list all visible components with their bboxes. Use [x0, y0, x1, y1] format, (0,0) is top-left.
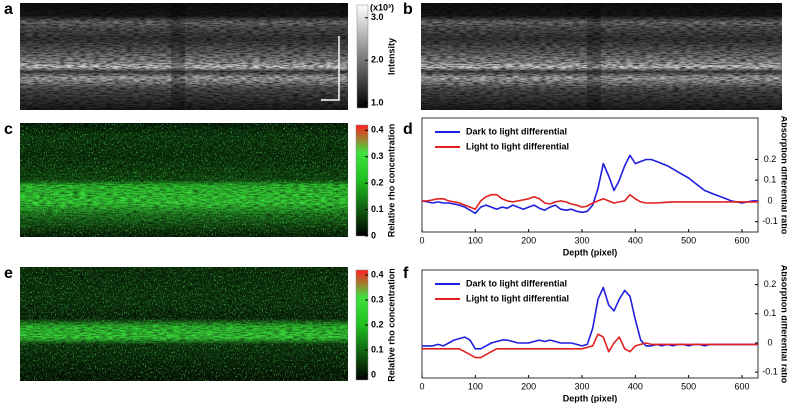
- x-tick-label: 600: [734, 235, 749, 245]
- x-tick-label: 400: [628, 235, 643, 245]
- x-tick-label: 0: [419, 235, 424, 245]
- x-tick-label: 500: [681, 381, 696, 391]
- plot-frame: [421, 117, 759, 233]
- x-tick-label: 600: [734, 381, 749, 391]
- series-line: [422, 333, 758, 359]
- colorbar-tick-label: 0: [371, 230, 376, 240]
- x-tick-label: 200: [521, 235, 536, 245]
- panel-label: b: [403, 1, 413, 18]
- x-tick-label: 300: [574, 381, 589, 391]
- colorbar-tick-label: 2.0: [371, 55, 384, 65]
- x-tick-label: 100: [468, 235, 483, 245]
- y-axis-label: Absorption differential ratio: [780, 265, 787, 384]
- colorbar-multiplier: (x10³): [370, 2, 394, 12]
- panel-label: c: [4, 121, 13, 138]
- colorbar-tick-label: 0.4: [371, 269, 384, 279]
- legend-label: Light to light differential: [466, 141, 569, 151]
- y-tick-label: 0.2: [764, 279, 777, 289]
- x-tick-label: 300: [574, 235, 589, 245]
- colorbar-tick-label: 0.4: [371, 125, 384, 135]
- colorbar: [356, 4, 369, 109]
- series-line: [421, 154, 758, 215]
- y-tick-label: 0.2: [764, 154, 777, 164]
- colorbar-label: Intensity: [386, 38, 396, 75]
- legend-label: Dark to light differential: [466, 126, 567, 136]
- series-line: [422, 193, 758, 210]
- image-noise: [20, 3, 348, 110]
- x-tick-label: 400: [628, 381, 643, 391]
- colorbar: [355, 124, 369, 237]
- colorbar-tick-label: 0.2: [371, 319, 384, 329]
- y-tick-label: -0.1: [762, 367, 778, 377]
- panel-label: d: [403, 121, 413, 138]
- y-tick-label: 0.1: [764, 175, 777, 185]
- x-axis-label: Depth (pixel): [563, 393, 618, 403]
- heatmap-speckle: [20, 123, 348, 237]
- colorbar-tick-label: 1.0: [371, 97, 384, 107]
- heatmap-speckle: [20, 267, 348, 381]
- colorbar-label: Relative rho concentration: [386, 124, 396, 238]
- plot-frame: [421, 269, 759, 379]
- y-tick-label: 0: [767, 337, 772, 347]
- colorbar-label: Relative rho concentration: [386, 268, 396, 382]
- colorbar-tick-label: 0.1: [371, 344, 384, 354]
- legend-label: Dark to light differential: [466, 278, 567, 288]
- colorbar-tick-label: 3.0: [371, 12, 384, 22]
- shadow-band: [587, 3, 602, 110]
- shadow-band: [170, 3, 185, 110]
- image-noise: [421, 3, 782, 110]
- colorbar-tick-label: 0.2: [371, 178, 384, 188]
- colorbar-tick-label: 0.3: [371, 294, 384, 304]
- y-tick-label: 0: [767, 195, 772, 205]
- y-tick-label: -0.1: [762, 216, 778, 226]
- x-tick-label: 500: [681, 235, 696, 245]
- x-tick-label: 100: [468, 381, 483, 391]
- x-tick-label: 200: [521, 381, 536, 391]
- panel-label: a: [4, 1, 13, 18]
- x-tick-label: 0: [419, 381, 424, 391]
- colorbar-tick-label: 0.3: [371, 151, 384, 161]
- legend-label: Light to light differential: [466, 293, 569, 303]
- colorbar-tick-label: 0.1: [371, 204, 384, 214]
- x-axis-label: Depth (pixel): [563, 247, 618, 257]
- scale-bar: [321, 36, 340, 101]
- y-axis-label: Absorption differential ratio: [780, 116, 787, 235]
- colorbar-tick-label: 0: [371, 369, 376, 379]
- panel-label: e: [4, 265, 13, 282]
- y-tick-label: 0.1: [764, 308, 777, 318]
- panel-label: f: [403, 265, 409, 282]
